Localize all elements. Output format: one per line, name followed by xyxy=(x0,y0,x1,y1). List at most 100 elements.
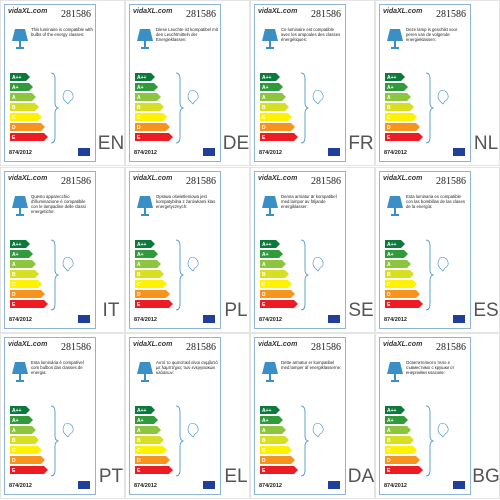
class-label: C xyxy=(12,282,16,288)
lamp-icon xyxy=(387,195,403,216)
bulb-icon xyxy=(187,256,199,272)
class-arrow xyxy=(260,123,295,131)
class-label: C xyxy=(137,448,141,454)
class-label: A++ xyxy=(12,408,22,414)
class-arrow xyxy=(385,93,411,101)
regulation: 874/2012 xyxy=(384,150,407,156)
class-label: A xyxy=(387,95,391,101)
class-label: D xyxy=(137,292,141,298)
bulb-icon xyxy=(437,90,449,105)
class-arrow xyxy=(385,239,405,248)
class-arrow xyxy=(135,466,173,475)
class-label: A xyxy=(12,428,16,434)
class-arrow xyxy=(10,259,36,268)
product-code: 281586 xyxy=(61,9,91,20)
label-text: Esta luminária é compatível com bulbos d… xyxy=(31,360,84,376)
class-arrow xyxy=(385,83,408,91)
class-label: C xyxy=(387,448,391,454)
regulation: 874/2012 xyxy=(134,150,157,156)
language-code: DA xyxy=(347,466,375,488)
logo: vidaXL.com xyxy=(383,341,423,349)
class-arrow xyxy=(385,113,417,121)
class-arrow xyxy=(10,416,33,425)
language-code: IT xyxy=(102,299,120,321)
class-arrow xyxy=(385,133,423,141)
energy-label: vidaXL.com 281586 Esta luminária é compatí… xyxy=(4,337,96,496)
regulation: 874/2012 xyxy=(259,483,282,490)
class-label: B xyxy=(12,272,16,278)
bulb-icon xyxy=(312,256,324,272)
class-arrow xyxy=(260,93,286,101)
bulb-icon xyxy=(312,423,324,438)
class-label: A xyxy=(12,262,16,268)
class-label: A+ xyxy=(387,418,394,424)
class-label: C xyxy=(137,282,141,288)
label-cell: vidaXL.com 281586 Αυτό το φωτιστικό είναι … xyxy=(125,333,250,500)
lamp-icon xyxy=(12,362,28,383)
class-label: B xyxy=(12,105,16,111)
label-cell: vidaXL.com 281586 Denna armatur är kompati… xyxy=(250,166,375,333)
class-label: A+ xyxy=(137,252,144,258)
class-arrow xyxy=(260,259,286,268)
logo: vidaXL.com xyxy=(133,8,173,15)
lamp-icon xyxy=(262,195,278,216)
class-arrow xyxy=(385,416,408,425)
product-code: 281586 xyxy=(186,175,216,187)
logo: vidaXL.com xyxy=(383,8,423,15)
class-label: A++ xyxy=(387,408,397,414)
eu-flag xyxy=(453,314,465,323)
class-label: D xyxy=(12,458,16,464)
class-arrow xyxy=(10,103,39,111)
label-cell: vidaXL.com 281586 Esta luminaria es compat… xyxy=(375,166,500,333)
class-label: A xyxy=(12,95,16,101)
class-arrow xyxy=(385,466,423,475)
class-label: A++ xyxy=(262,75,272,81)
class-arrow xyxy=(135,113,167,121)
product-code: 281586 xyxy=(311,9,341,20)
class-label: E xyxy=(137,302,141,308)
class-label: C xyxy=(12,115,16,121)
class-label: E xyxy=(137,468,141,474)
energy-label: vidaXL.com 281586 Esta luminaria es compat… xyxy=(379,170,471,329)
class-label: D xyxy=(387,125,391,131)
class-arrow xyxy=(10,239,30,248)
class-arrow xyxy=(10,446,42,455)
class-arrow xyxy=(10,83,33,91)
class-arrow xyxy=(135,456,170,465)
language-code: NL xyxy=(473,133,499,154)
class-label: B xyxy=(137,105,141,111)
label-cell: vidaXL.com 281586 This luminaire is compat… xyxy=(0,0,125,166)
class-arrow xyxy=(260,289,295,298)
regulation: 874/2012 xyxy=(9,316,32,323)
class-arrow xyxy=(10,289,45,298)
class-label: B xyxy=(387,105,391,111)
energy-label: vidaXL.com 281586 Deze lamp is geschikt vo… xyxy=(379,4,471,162)
class-label: A++ xyxy=(137,242,147,248)
class-label: A++ xyxy=(12,75,22,81)
lamp-icon xyxy=(262,362,278,383)
label-cell: vidaXL.com 281586 Dette armatur er kompati… xyxy=(250,333,375,500)
brace xyxy=(175,72,185,144)
class-label: D xyxy=(262,458,266,464)
class-arrow xyxy=(260,416,283,425)
brace xyxy=(425,72,435,144)
lamp-icon xyxy=(137,29,153,49)
regulation: 874/2012 xyxy=(259,316,282,323)
class-label: E xyxy=(387,302,391,308)
class-label: A+ xyxy=(387,85,394,91)
class-arrow xyxy=(135,436,164,445)
product-code: 281586 xyxy=(436,342,466,354)
product-code: 281586 xyxy=(186,9,216,20)
class-label: A xyxy=(262,95,266,101)
class-arrow xyxy=(385,103,414,111)
eu-flag xyxy=(328,148,340,156)
class-arrow xyxy=(10,279,42,288)
eu-flag xyxy=(203,148,215,156)
class-label: D xyxy=(262,292,266,298)
class-arrow xyxy=(260,249,283,258)
class-label: B xyxy=(262,438,266,444)
